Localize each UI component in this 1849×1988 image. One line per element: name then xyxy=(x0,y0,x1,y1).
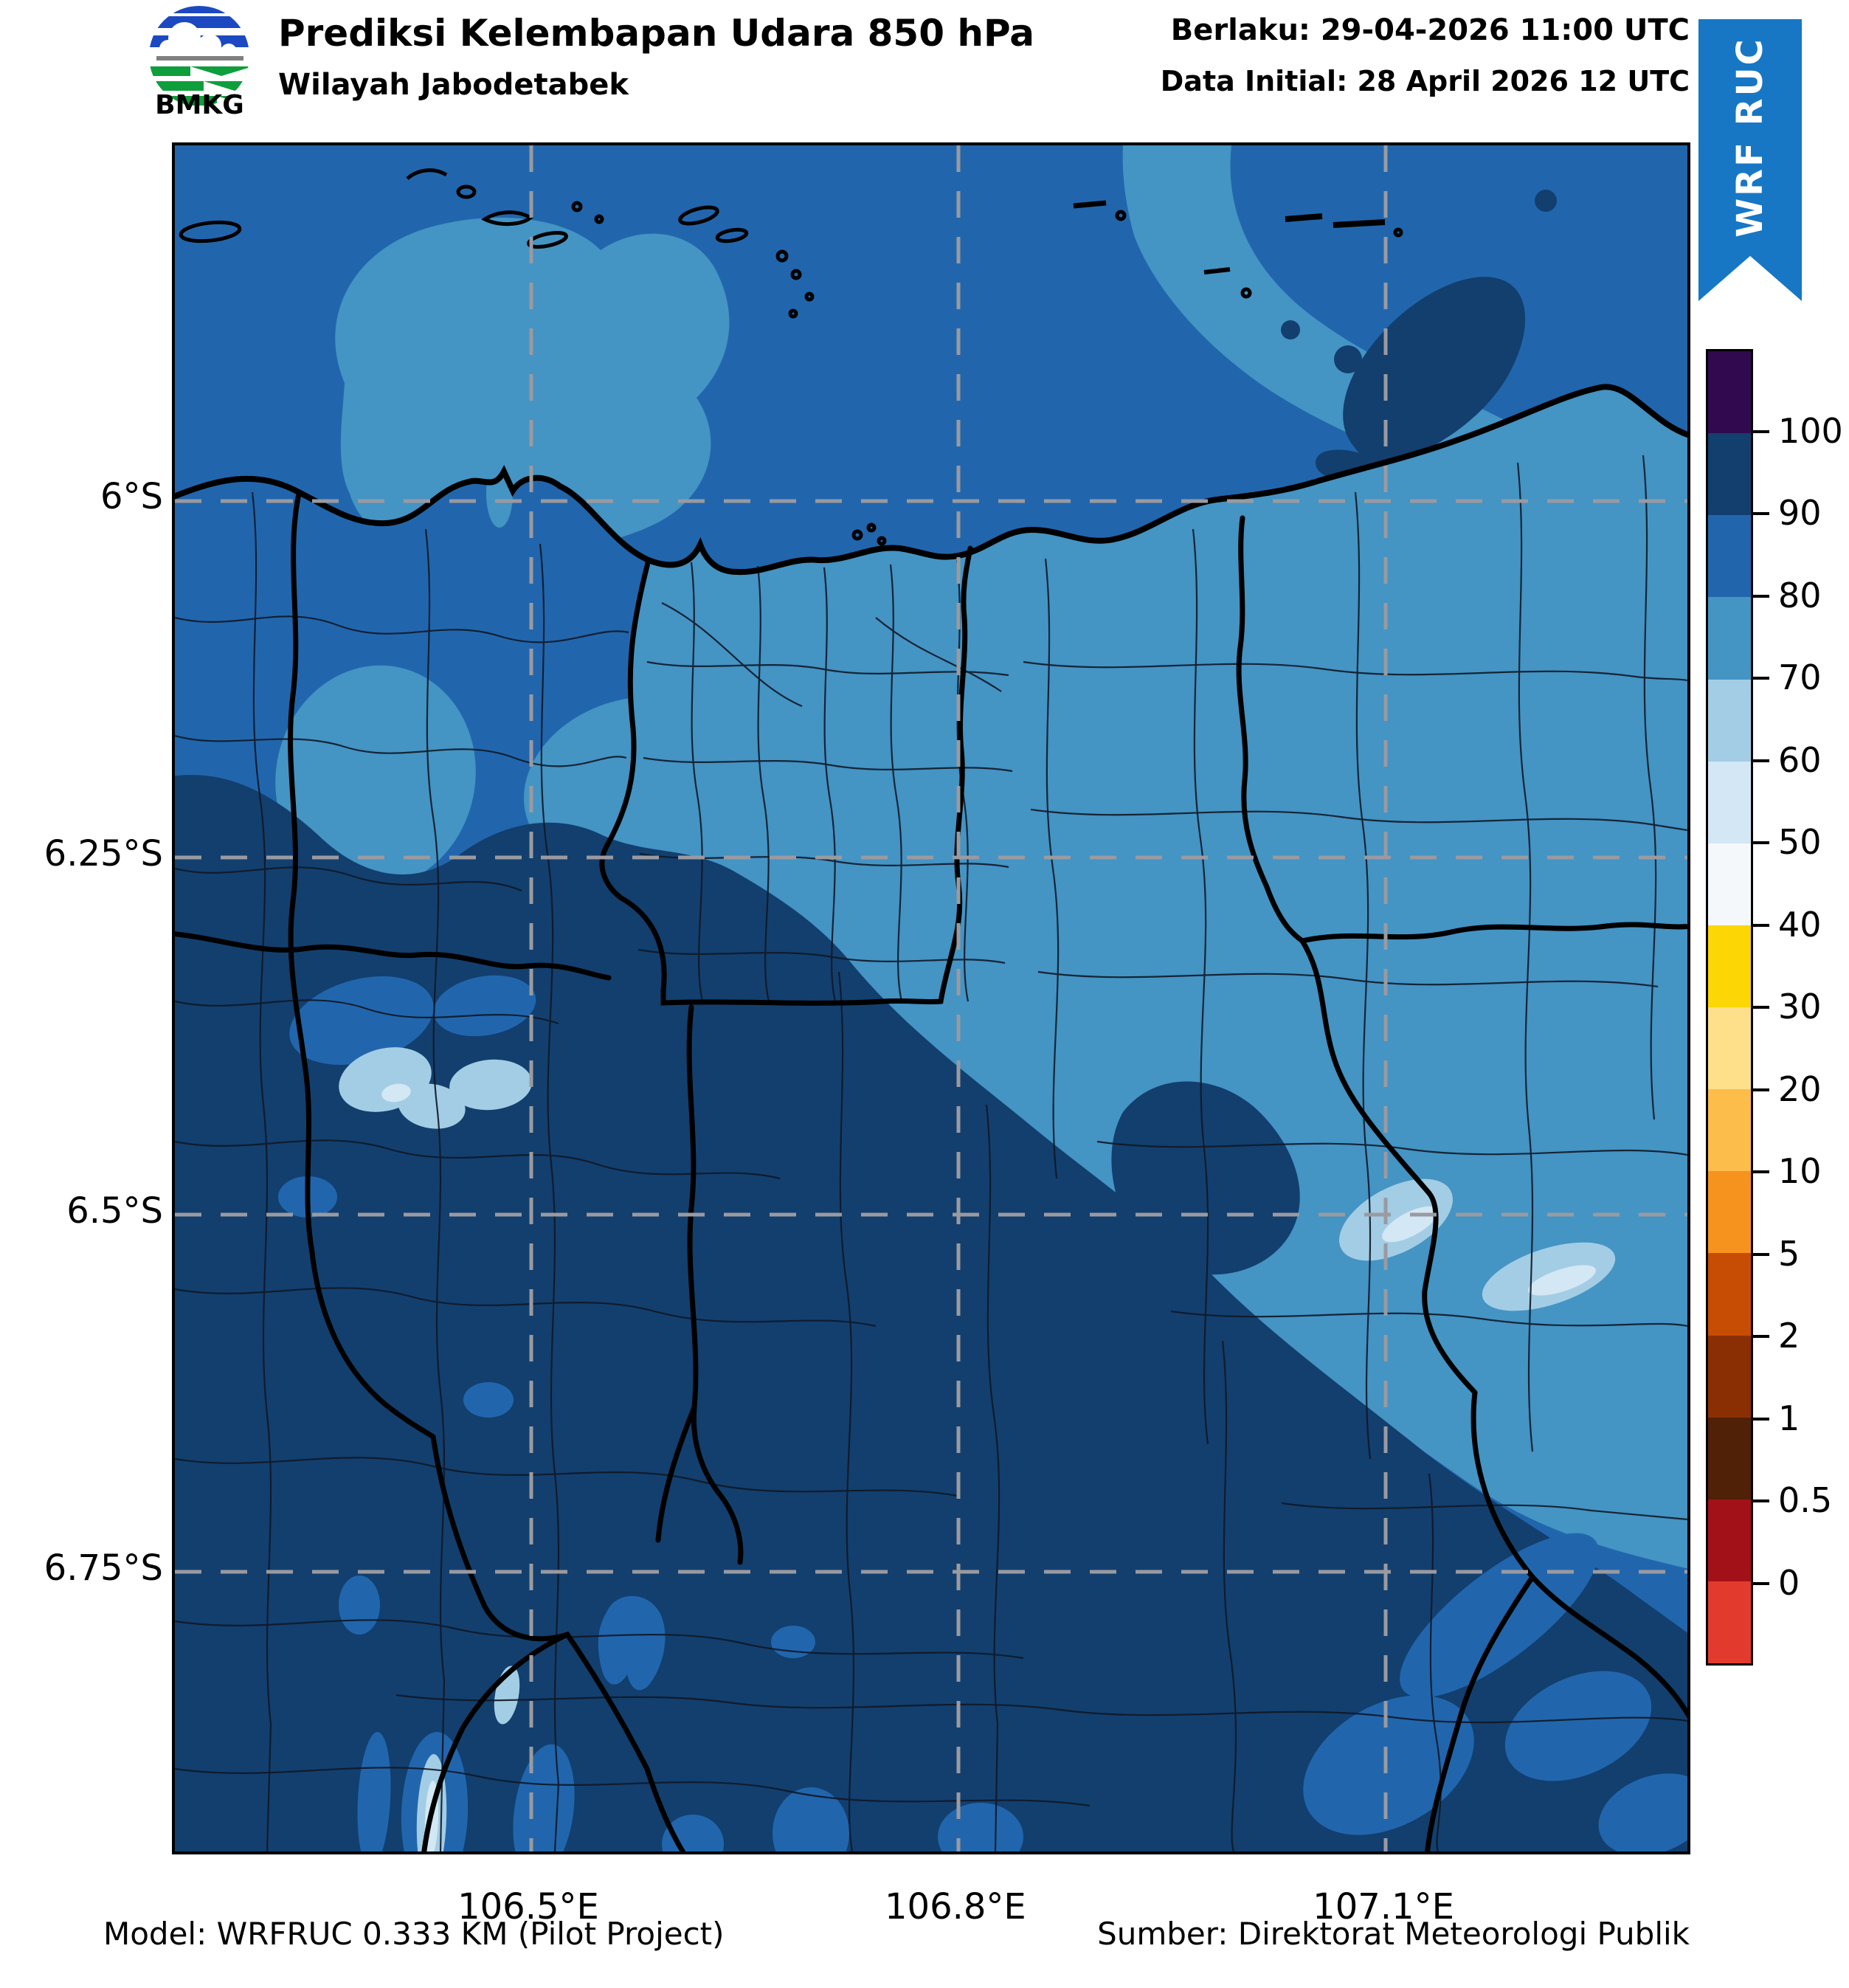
bmkg-logo-label: BMKG xyxy=(155,90,244,120)
tick-label: 100 xyxy=(1778,410,1843,451)
tick-label: 5 xyxy=(1778,1233,1800,1274)
tick-label: 70 xyxy=(1778,658,1822,697)
tick-mark xyxy=(1753,594,1769,598)
tick-label: 60 xyxy=(1778,739,1822,780)
wrf-ruc-ribbon: WRF RUC xyxy=(1698,19,1802,301)
page-title: Prediksi Kelembapan Udara 850 hPa xyxy=(278,12,1035,55)
tick-label: 40 xyxy=(1778,904,1822,945)
wrf-ruc-ribbon-label: WRF RUC xyxy=(1729,37,1771,238)
tick-mark xyxy=(1753,759,1769,762)
tick-label: 90 xyxy=(1778,493,1822,533)
valid-time-label: Berlaku: 29-04-2026 11:00 UTC xyxy=(1170,13,1690,47)
colorbar-segment xyxy=(1708,843,1751,925)
lon-tick-label: 106.5°E xyxy=(457,1886,599,1927)
colorbar-segment xyxy=(1708,1007,1751,1090)
colorbar-segment xyxy=(1708,1253,1751,1336)
tick-mark xyxy=(1753,677,1769,680)
tick-mark xyxy=(1753,512,1769,515)
tick-label: 2 xyxy=(1778,1316,1800,1356)
colorbar-bar xyxy=(1706,349,1753,1666)
model-caption: Model: WRFRUC 0.333 KM (Pilot Project) xyxy=(103,1916,725,1952)
colorbar-segment xyxy=(1708,925,1751,1007)
colorbar: 100 90 80 70 60 50 40 30 20 10 5 2 1 0.5 0 xyxy=(1706,349,1846,1670)
map-panel xyxy=(172,142,1690,1854)
tick-mark xyxy=(1753,1088,1769,1091)
tick-mark xyxy=(1753,1335,1769,1338)
colorbar-segment xyxy=(1708,1335,1751,1418)
tick-mark xyxy=(1753,1006,1769,1009)
graticule xyxy=(175,145,1687,1851)
lat-tick-label: 6.25°S xyxy=(44,832,163,874)
page-subtitle: Wilayah Jabodetabek xyxy=(278,68,629,102)
lat-tick-label: 6°S xyxy=(100,476,163,518)
southwest-dark-mass xyxy=(175,775,1687,1851)
tick-mark xyxy=(1753,1581,1769,1585)
source-caption: Sumber: Direktorat Meteorologi Publik xyxy=(1097,1916,1690,1952)
lon-tick-label: 107.1°E xyxy=(1313,1886,1454,1927)
tick-mark xyxy=(1753,1252,1769,1256)
bmkg-logo xyxy=(149,6,249,106)
tick-label: 10 xyxy=(1778,1151,1822,1191)
tick-mark xyxy=(1753,923,1769,927)
colorbar-segment xyxy=(1708,1499,1751,1581)
tick-label: 20 xyxy=(1778,1069,1822,1109)
colorbar-segment xyxy=(1708,597,1751,680)
islands xyxy=(179,168,1403,546)
tick-mark xyxy=(1753,1499,1769,1502)
tick-label: 30 xyxy=(1778,987,1822,1026)
colorbar-segment xyxy=(1708,433,1751,516)
colorbar-segment xyxy=(1708,1171,1751,1254)
tick-label: 50 xyxy=(1778,822,1822,862)
tick-label: 0 xyxy=(1778,1562,1800,1603)
colorbar-segment xyxy=(1708,679,1751,762)
colorbar-segment xyxy=(1708,351,1751,434)
tick-label: 0.5 xyxy=(1778,1480,1833,1520)
colorbar-segment xyxy=(1708,761,1751,843)
colorbar-segment xyxy=(1708,1581,1751,1663)
colorbar-segment xyxy=(1708,1089,1751,1172)
tick-mark xyxy=(1753,841,1769,844)
humidity-map xyxy=(175,145,1687,1851)
lat-tick-label: 6.5°S xyxy=(66,1190,163,1232)
init-time-label: Data Initial: 28 April 2026 12 UTC xyxy=(1160,65,1690,97)
coastline xyxy=(175,384,1687,576)
tick-label: 1 xyxy=(1778,1398,1800,1438)
lon-tick-label: 106.8°E xyxy=(885,1886,1026,1927)
admin-boundaries xyxy=(175,491,1687,1851)
colorbar-segment xyxy=(1708,515,1751,598)
tick-label: 80 xyxy=(1778,575,1822,615)
tick-mark xyxy=(1753,1417,1769,1421)
dark-mass-medium-spots xyxy=(278,975,1687,1851)
tick-mark xyxy=(1753,429,1769,433)
lat-tick-label: 6.75°S xyxy=(44,1547,163,1589)
tick-mark xyxy=(1753,1170,1769,1173)
colorbar-segment xyxy=(1708,1417,1751,1499)
